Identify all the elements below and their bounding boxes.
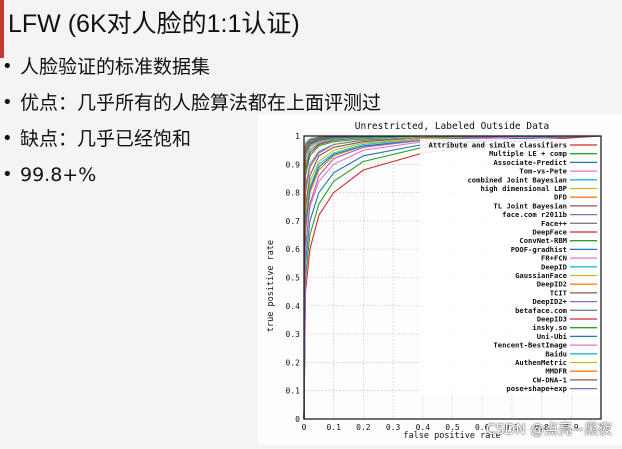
legend-label: TL Joint Bayesian (493, 201, 567, 210)
legend-label: Multiple LE + comp (489, 149, 568, 158)
legend-label: Face++ (541, 219, 568, 228)
bullet-item: • 99.8+% (0, 160, 381, 196)
legend-label: Baidu (545, 349, 567, 358)
legend-label: Tencent-BestImage (493, 341, 567, 350)
legend-label: pose+shape+exp (506, 384, 567, 393)
legend-label: TCIT (550, 288, 568, 297)
legend-label: insky.so (532, 323, 567, 332)
legend-label: ConvNet-RBM (519, 236, 567, 245)
x-tick-label: 0 (302, 423, 307, 432)
chart-legend: Attribute and simile classifiersMultiple… (420, 139, 600, 396)
roc-figure: Unrestricted, Labeled Outside Data 0 0.1 0… (258, 114, 622, 445)
bullet-dot-icon: • (2, 92, 13, 113)
y-tick-label: 0.1 (286, 387, 301, 396)
legend-label: Attribute and simile classifiers (429, 141, 567, 150)
bullet-item: • 缺点：几乎已经饱和 (0, 124, 381, 160)
bullet-text: 99.8+% (20, 164, 97, 186)
y-tick-label: 1 (295, 132, 300, 141)
x-tick-label: 0.7 (505, 423, 520, 432)
bullet-text: 优点：几乎所有的人脸算法都在上面评测过 (20, 92, 382, 114)
x-tick-label: 0.9 (564, 423, 579, 432)
bullet-dot-icon: • (2, 164, 13, 185)
plot-frame (303, 135, 602, 420)
title-accent-bar (0, 0, 4, 58)
slide-title: LFW (6K对人脸的1:1认证) (8, 10, 300, 38)
x-tick-label: 0.5 (445, 423, 460, 432)
y-tick-label: 0.9 (286, 160, 301, 169)
roc-chart: Unrestricted, Labeled Outside Data 0 0.1 0… (266, 121, 604, 441)
y-tick-label: 0.4 (286, 302, 301, 311)
legend-label: betaface.com (515, 306, 568, 315)
legend-label: POOF-gradhist (511, 245, 567, 254)
series-line (303, 135, 602, 420)
chart-title: Unrestricted, Labeled Outside Data (355, 121, 549, 132)
bullet-dot-icon: • (2, 128, 13, 149)
bullet-text: 缺点：几乎已经饱和 (20, 128, 192, 150)
legend-label: DeepFace (532, 228, 567, 237)
legend-label: DeepID (541, 262, 567, 271)
legend-label: GaussianFace (515, 271, 568, 280)
y-tick-label: 0.2 (286, 358, 301, 367)
legend-label: DeepID2 (537, 280, 567, 289)
y-tick-label: 0.5 (286, 274, 301, 283)
y-axis-label: true positive rate (266, 240, 276, 332)
y-tick-label: 0.7 (286, 217, 301, 226)
x-tick-label: 1 (599, 423, 604, 432)
watermark-text: CSDN @点亮~黑夜 (485, 422, 612, 438)
legend-label: combined Joint Bayesian (467, 175, 567, 184)
bullet-text: 人脸验证的标准数据集 (20, 56, 211, 78)
legend-label: DFD (554, 193, 567, 202)
x-axis-label: false positive rate (403, 431, 500, 441)
x-tick-label: 0.6 (475, 423, 490, 432)
legend-label: AuthenMetric (515, 358, 567, 367)
bullet-item: • 人脸验证的标准数据集 (0, 52, 381, 88)
y-tick-label: 0.3 (286, 330, 301, 339)
legend-label: Associate-Predict (493, 158, 567, 167)
chart-ticks: 0 0.1 0.2 0.3 0.4 0.5 0.6 0.7 0.8 0.9 1 0 0.1 0.2 0.3 0… (286, 132, 604, 432)
legend-label: face.com r2011b (502, 210, 568, 219)
legend-label: DeepID2+ (532, 297, 567, 306)
bullet-list: • 人脸验证的标准数据集 • 优点：几乎所有的人脸算法都在上面评测过 • 缺点：几乎已… (0, 52, 381, 196)
legend-label: FR+FCN (541, 254, 567, 263)
x-tick-label: 0.4 (416, 423, 431, 432)
legend-label: Uni-Ubi (537, 332, 568, 341)
legend-label: high dimensional LBP (480, 184, 567, 193)
y-tick-label: 0.6 (286, 245, 301, 254)
y-tick-label: 0 (295, 415, 300, 424)
x-tick-label: 0.1 (326, 423, 341, 432)
bullet-item: • 优点：几乎所有的人脸算法都在上面评测过 (0, 88, 381, 124)
legend-label: DeepID3 (537, 315, 567, 324)
legend-label: MMDFR (545, 367, 567, 376)
bullet-dot-icon: • (2, 56, 13, 77)
x-tick-label: 0.2 (356, 423, 371, 432)
x-tick-label: 0.3 (386, 423, 401, 432)
y-tick-label: 0.8 (286, 189, 301, 198)
legend-label: CW-DNA-1 (532, 375, 567, 384)
x-tick-label: 0.8 (534, 423, 549, 432)
legend-label: Tom-vs-Pete (519, 167, 567, 176)
